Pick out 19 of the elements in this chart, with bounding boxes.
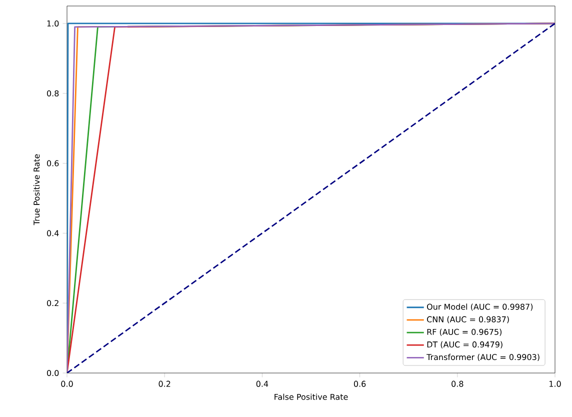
y-tick-label: 0.4 <box>47 230 59 236</box>
y-axis-title: True Positive Rate <box>33 154 40 226</box>
y-tick-label: 1.0 <box>47 20 59 26</box>
x-tick-label: 0.2 <box>158 380 170 387</box>
x-tick-label: 0.4 <box>256 380 268 387</box>
legend-label: CNN (AUC = 0.9837) <box>427 316 509 324</box>
x-tick-label: 0.0 <box>61 380 73 387</box>
legend-label: DT (AUC = 0.9479) <box>427 341 502 348</box>
y-tick-label: 0.6 <box>47 160 59 166</box>
legend-label: Our Model (AUC = 0.9987) <box>427 304 533 311</box>
x-tick-label: 1.0 <box>550 380 561 387</box>
x-tick-label: 0.6 <box>354 380 366 387</box>
legend-label: RF (AUC = 0.9675) <box>427 328 502 336</box>
y-tick-label: 0.2 <box>47 300 58 306</box>
x-axis-title: False Positive Rate <box>274 394 348 400</box>
x-tick-label: 0.8 <box>452 380 464 387</box>
legend-label: Transformer (AUC = 0.9903) <box>426 354 540 362</box>
y-tick-label: 0.8 <box>47 90 59 96</box>
y-tick-label: 0.0 <box>47 370 59 376</box>
